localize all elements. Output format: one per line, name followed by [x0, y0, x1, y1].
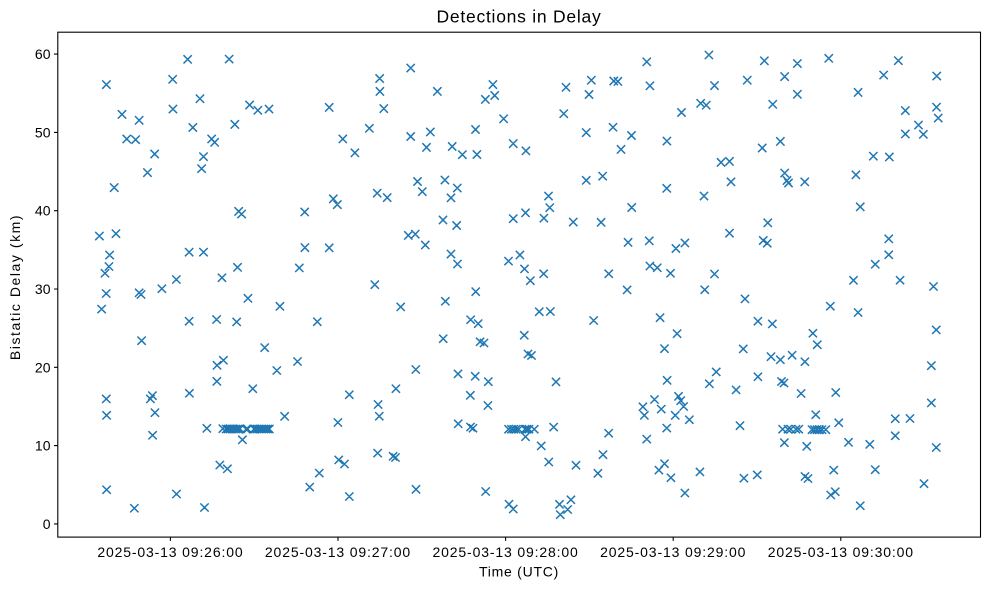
svg-text:20: 20 [35, 359, 51, 375]
svg-text:0: 0 [43, 516, 51, 532]
svg-text:2025-03-13 09:30:00: 2025-03-13 09:30:00 [768, 544, 914, 560]
svg-text:30: 30 [35, 281, 51, 297]
svg-text:60: 60 [35, 46, 51, 62]
svg-text:40: 40 [35, 203, 51, 219]
svg-text:Time (UTC): Time (UTC) [479, 564, 559, 580]
svg-text:2025-03-13 09:29:00: 2025-03-13 09:29:00 [600, 544, 746, 560]
svg-text:50: 50 [35, 124, 51, 140]
svg-text:2025-03-13 09:28:00: 2025-03-13 09:28:00 [433, 544, 579, 560]
svg-text:Bistatic Delay (km): Bistatic Delay (km) [7, 214, 23, 360]
svg-text:2025-03-13 09:26:00: 2025-03-13 09:26:00 [97, 544, 243, 560]
svg-text:10: 10 [35, 438, 51, 454]
svg-text:2025-03-13 09:27:00: 2025-03-13 09:27:00 [265, 544, 411, 560]
svg-text:Detections in Delay: Detections in Delay [436, 6, 601, 26]
